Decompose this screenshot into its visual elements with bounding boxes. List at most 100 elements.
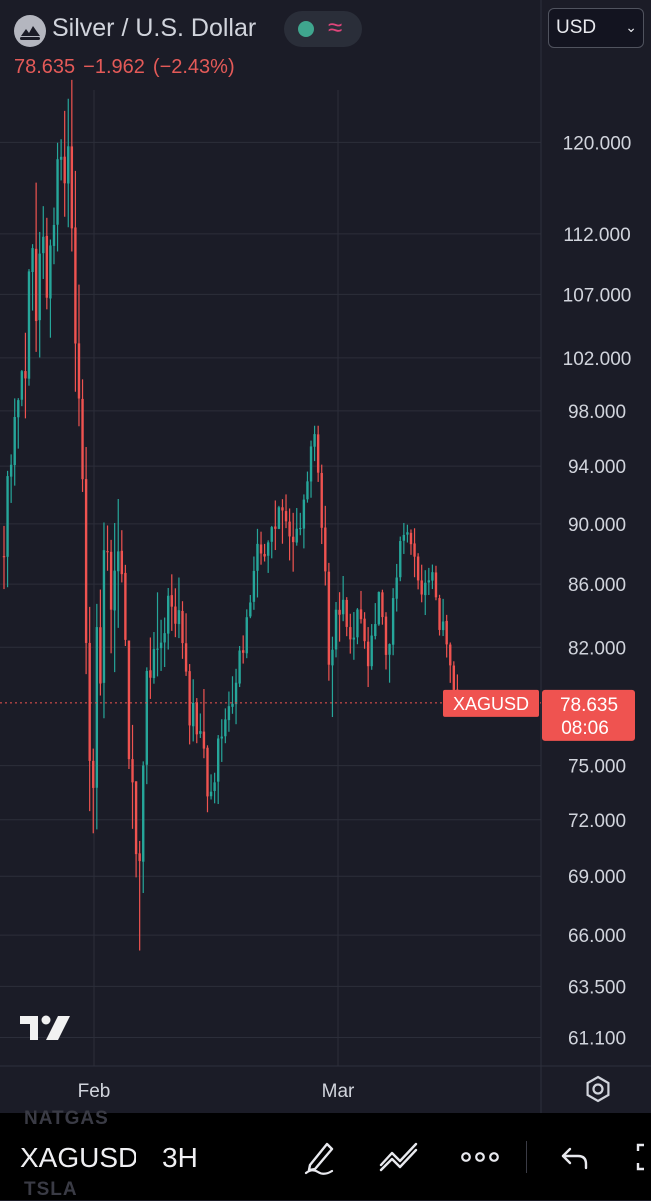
candle-body[interactable] bbox=[192, 702, 195, 727]
candle-body[interactable] bbox=[227, 706, 231, 721]
candle-body[interactable] bbox=[67, 146, 70, 184]
candle-body[interactable] bbox=[138, 853, 141, 862]
candle-body[interactable] bbox=[316, 434, 320, 473]
candle-body[interactable] bbox=[406, 532, 409, 535]
candle-body[interactable] bbox=[377, 592, 381, 625]
candle-body[interactable] bbox=[120, 550, 124, 575]
candle-body[interactable] bbox=[374, 624, 377, 637]
candle-body[interactable] bbox=[20, 371, 24, 400]
candle-body[interactable] bbox=[45, 235, 49, 298]
candle-body[interactable] bbox=[295, 528, 298, 543]
candle-body[interactable] bbox=[38, 253, 41, 321]
candle-body[interactable] bbox=[274, 526, 277, 529]
candle-body[interactable] bbox=[77, 343, 81, 399]
candle-body[interactable] bbox=[441, 621, 445, 631]
candle-body[interactable] bbox=[209, 791, 213, 797]
candle-body[interactable] bbox=[70, 146, 74, 229]
candle-body[interactable] bbox=[252, 570, 256, 602]
fullscreen-icon[interactable] bbox=[634, 1137, 651, 1182]
candle-body[interactable] bbox=[359, 609, 363, 620]
symbol-price-badge[interactable] bbox=[443, 689, 539, 717]
ticker-ghost-above[interactable]: NATGAS bbox=[24, 1108, 109, 1129]
candle-body[interactable] bbox=[416, 556, 420, 581]
candle-body[interactable] bbox=[117, 551, 120, 572]
candle-body[interactable] bbox=[6, 476, 9, 557]
settings-gear-icon[interactable] bbox=[583, 1074, 613, 1109]
candle-body[interactable] bbox=[95, 627, 99, 788]
candle-body[interactable] bbox=[302, 499, 306, 529]
candle-body[interactable] bbox=[234, 682, 238, 705]
candle-body[interactable] bbox=[13, 417, 16, 466]
candle-body[interactable] bbox=[88, 642, 91, 761]
candle-body[interactable] bbox=[145, 670, 148, 765]
candle-body[interactable] bbox=[202, 731, 206, 749]
candle-body[interactable] bbox=[381, 592, 384, 618]
more-icon[interactable] bbox=[458, 1137, 502, 1182]
candle-body[interactable] bbox=[174, 606, 177, 624]
candle-body[interactable] bbox=[324, 527, 327, 572]
candle-body[interactable] bbox=[395, 577, 398, 599]
drawing-pen-icon[interactable] bbox=[300, 1137, 340, 1182]
candle-body[interactable] bbox=[159, 642, 163, 649]
candle-body[interactable] bbox=[9, 464, 13, 477]
candle-body[interactable] bbox=[24, 371, 27, 379]
candle-body[interactable] bbox=[291, 536, 295, 543]
candle-body[interactable] bbox=[256, 543, 259, 571]
candle-body[interactable] bbox=[452, 665, 456, 690]
candle-body[interactable] bbox=[399, 541, 402, 578]
candle-body[interactable] bbox=[59, 156, 63, 160]
candle-body[interactable] bbox=[49, 245, 52, 299]
candle-body[interactable] bbox=[27, 271, 31, 379]
candle-body[interactable] bbox=[281, 507, 284, 511]
candle-body[interactable] bbox=[181, 610, 184, 644]
candle-body[interactable] bbox=[413, 543, 416, 557]
candle-body[interactable] bbox=[199, 731, 202, 734]
candle-body[interactable] bbox=[266, 542, 270, 556]
candle-body[interactable] bbox=[241, 650, 245, 653]
candle-body[interactable] bbox=[370, 635, 373, 667]
candle-body[interactable] bbox=[341, 599, 345, 615]
candle-body[interactable] bbox=[99, 627, 102, 684]
candle-body[interactable] bbox=[409, 532, 413, 545]
candle-body[interactable] bbox=[52, 224, 56, 246]
currency-select[interactable]: USD ⌄ bbox=[548, 8, 644, 48]
candle-body[interactable] bbox=[345, 599, 348, 627]
candle-body[interactable] bbox=[206, 747, 209, 797]
candle-body[interactable] bbox=[224, 719, 227, 737]
candle-body[interactable] bbox=[63, 156, 66, 184]
candle-body[interactable] bbox=[334, 609, 338, 650]
candle-body[interactable] bbox=[427, 580, 431, 583]
candle-body[interactable] bbox=[106, 551, 109, 553]
candle-body[interactable] bbox=[149, 670, 152, 678]
candle-body[interactable] bbox=[177, 610, 181, 625]
candle-body[interactable] bbox=[102, 550, 106, 683]
candle-body[interactable] bbox=[306, 481, 309, 500]
candle-body[interactable] bbox=[420, 580, 423, 595]
candle-body[interactable] bbox=[327, 571, 331, 665]
undo-icon[interactable] bbox=[558, 1137, 592, 1182]
candle-body[interactable] bbox=[259, 544, 263, 554]
candle-body[interactable] bbox=[288, 521, 291, 537]
candle-body[interactable] bbox=[2, 556, 6, 558]
candle-body[interactable] bbox=[113, 570, 116, 611]
candle-body[interactable] bbox=[277, 507, 281, 529]
candle-body[interactable] bbox=[109, 551, 113, 610]
candle-body[interactable] bbox=[338, 609, 341, 615]
candle-body[interactable] bbox=[245, 617, 248, 654]
candle-body[interactable] bbox=[134, 781, 138, 855]
candle-body[interactable] bbox=[42, 236, 45, 254]
candle-body[interactable] bbox=[388, 644, 391, 655]
candle-body[interactable] bbox=[131, 759, 134, 783]
candle-body[interactable] bbox=[249, 602, 252, 617]
market-status-pill[interactable]: ≈ bbox=[284, 11, 362, 47]
candle-body[interactable] bbox=[331, 649, 334, 666]
candle-body[interactable] bbox=[313, 434, 316, 447]
candle-body[interactable] bbox=[270, 527, 273, 542]
candle-body[interactable] bbox=[84, 479, 88, 643]
candle-body[interactable] bbox=[320, 472, 323, 528]
candle-body[interactable] bbox=[170, 595, 173, 607]
candle-body[interactable] bbox=[384, 616, 388, 655]
candle-body[interactable] bbox=[156, 648, 159, 650]
candle-body[interactable] bbox=[127, 640, 131, 760]
candle-body[interactable] bbox=[220, 736, 223, 739]
